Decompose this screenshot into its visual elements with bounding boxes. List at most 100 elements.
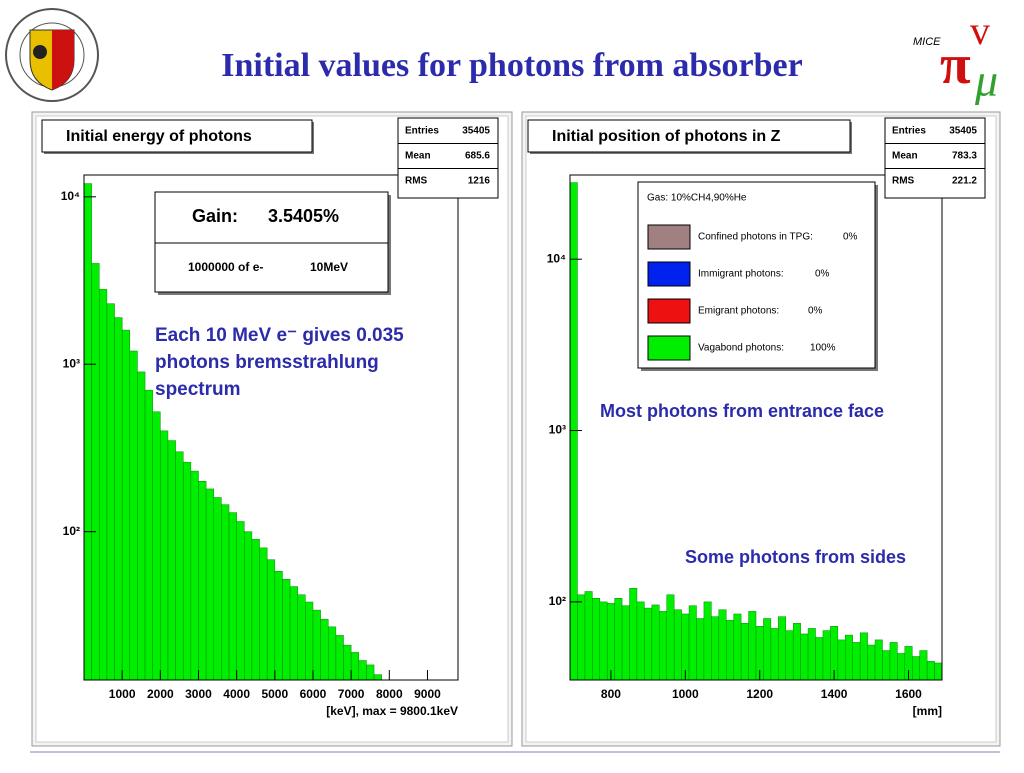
legend-label: Emigrant photons: (698, 306, 779, 317)
histogram-bar (778, 616, 787, 681)
stats-value: 35405 (462, 126, 490, 137)
plot-frame (83, 174, 459, 681)
histogram-bar (228, 512, 237, 681)
histogram-bar (785, 630, 794, 681)
gain-value: 3.5405% (268, 206, 339, 226)
histogram-bar (897, 653, 906, 681)
histogram-bar (83, 183, 92, 681)
histogram-bar (711, 616, 720, 681)
y-tick-label: 10² (549, 594, 566, 608)
histogram-bar (621, 605, 630, 681)
x-tick-label: 4000 (223, 687, 250, 701)
histogram-bar (770, 628, 779, 681)
slide-title: Initial values for photons from absorber (221, 47, 803, 84)
x-tick-label: 8000 (376, 687, 403, 701)
x-tick-label: 1200 (746, 687, 773, 701)
stats-box (397, 117, 499, 199)
title-box (527, 119, 851, 153)
stats-label: Entries (892, 126, 926, 137)
plot-frame (569, 174, 943, 681)
histogram-bar (852, 642, 861, 681)
histogram-bar (114, 317, 123, 681)
histogram-bar (882, 650, 891, 681)
legend-swatch (647, 261, 691, 287)
legend-swatch (647, 335, 691, 361)
histogram-bar (614, 597, 623, 681)
stats-value: 783.3 (952, 151, 977, 162)
legend-swatch (647, 224, 691, 250)
histogram-bar (606, 603, 615, 681)
stats-label: RMS (405, 176, 428, 187)
histogram-bar (889, 642, 898, 681)
histogram-bar (874, 639, 883, 681)
gain-energy: 10MeV (310, 260, 348, 274)
histogram-bar (926, 661, 935, 681)
histogram-bar (666, 594, 675, 681)
stats-label: Mean (892, 151, 918, 162)
legend-label: Immigrant photons: (698, 269, 784, 280)
histogram-bar (190, 470, 199, 681)
histogram-bar (688, 605, 697, 681)
stats-value: 685.6 (465, 151, 490, 162)
histogram-bar (350, 652, 360, 681)
histogram-bar (584, 591, 593, 681)
x-tick-label: 1000 (672, 687, 699, 701)
histogram-bar (859, 632, 868, 681)
histogram-bar (259, 547, 268, 681)
annotation: spectrum (155, 379, 241, 400)
stats-box (884, 117, 986, 199)
gain-box (154, 191, 389, 293)
histogram-bar (236, 521, 245, 681)
x-tick-label: 2000 (147, 687, 174, 701)
histogram-bar (182, 461, 192, 681)
title-box (41, 119, 313, 153)
x-tick-label: 1600 (895, 687, 922, 701)
histogram-bar (740, 623, 749, 681)
y-tick-label: 10³ (549, 423, 566, 437)
histogram-bar (696, 618, 705, 681)
histogram-bar (289, 586, 298, 681)
y-tick-label: 10² (63, 524, 80, 538)
svg-text:v: v (970, 8, 990, 53)
histogram-bar (305, 601, 314, 681)
histogram-bar (244, 531, 253, 681)
histogram-bar (800, 633, 809, 681)
histogram-bar (837, 639, 846, 681)
x-tick-label: 7000 (338, 687, 365, 701)
histogram-bar (335, 635, 344, 681)
gain-label: Gain: (192, 206, 238, 226)
histogram-bar (205, 488, 215, 681)
histogram-bar (129, 350, 138, 681)
histogram-bar (137, 371, 146, 681)
histogram-bar (327, 626, 337, 681)
histogram-bar (167, 440, 176, 681)
histogram-bar (822, 630, 831, 681)
histogram-bar (807, 628, 816, 681)
legend-title: Gas: 10%CH4,90%He (647, 193, 747, 204)
histogram-bar (213, 497, 222, 681)
histogram-bar (911, 656, 920, 681)
stats-label: Mean (405, 151, 431, 162)
histogram-bar (845, 634, 853, 681)
stats-value: 1216 (468, 176, 491, 187)
legend-value: 0% (808, 306, 823, 317)
x-axis-label: [keV], max = 9800.1keV (326, 704, 458, 718)
histogram-bar (266, 559, 276, 681)
legend-value: 0% (843, 232, 858, 243)
histogram-bar (651, 604, 660, 681)
histogram-bar (673, 609, 682, 681)
histogram-bar (175, 451, 184, 681)
svg-text:MICE: MICE (913, 36, 941, 48)
histogram-bar (644, 607, 653, 681)
annotation: Each 10 MeV e⁻ gives 0.035 (155, 325, 404, 346)
histogram-bar (297, 594, 306, 681)
stats-value: 35405 (949, 126, 977, 137)
histogram-bar (106, 303, 115, 681)
histogram-bar (160, 430, 169, 681)
histogram-bar (251, 539, 260, 681)
histogram-bar (343, 644, 352, 681)
x-tick-label: 5000 (261, 687, 288, 701)
histogram-bar (569, 182, 578, 681)
